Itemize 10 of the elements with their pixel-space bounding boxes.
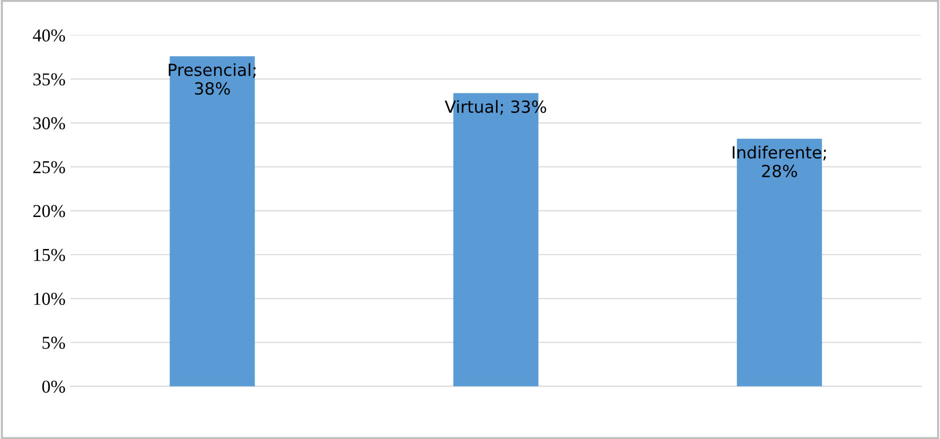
y-tick-label: 0% [42,380,66,393]
y-tick-label: 40% [32,29,66,42]
y-tick-label: 35% [33,73,66,86]
bar [170,56,255,386]
y-tick-label: 20% [33,204,66,218]
y-tick-label: 10% [34,292,66,306]
y-tick-label: 5% [42,336,66,349]
y-tick-label: 30% [33,117,66,130]
y-tick-label: 15% [34,248,66,262]
y-tick-label: 25% [33,161,66,174]
